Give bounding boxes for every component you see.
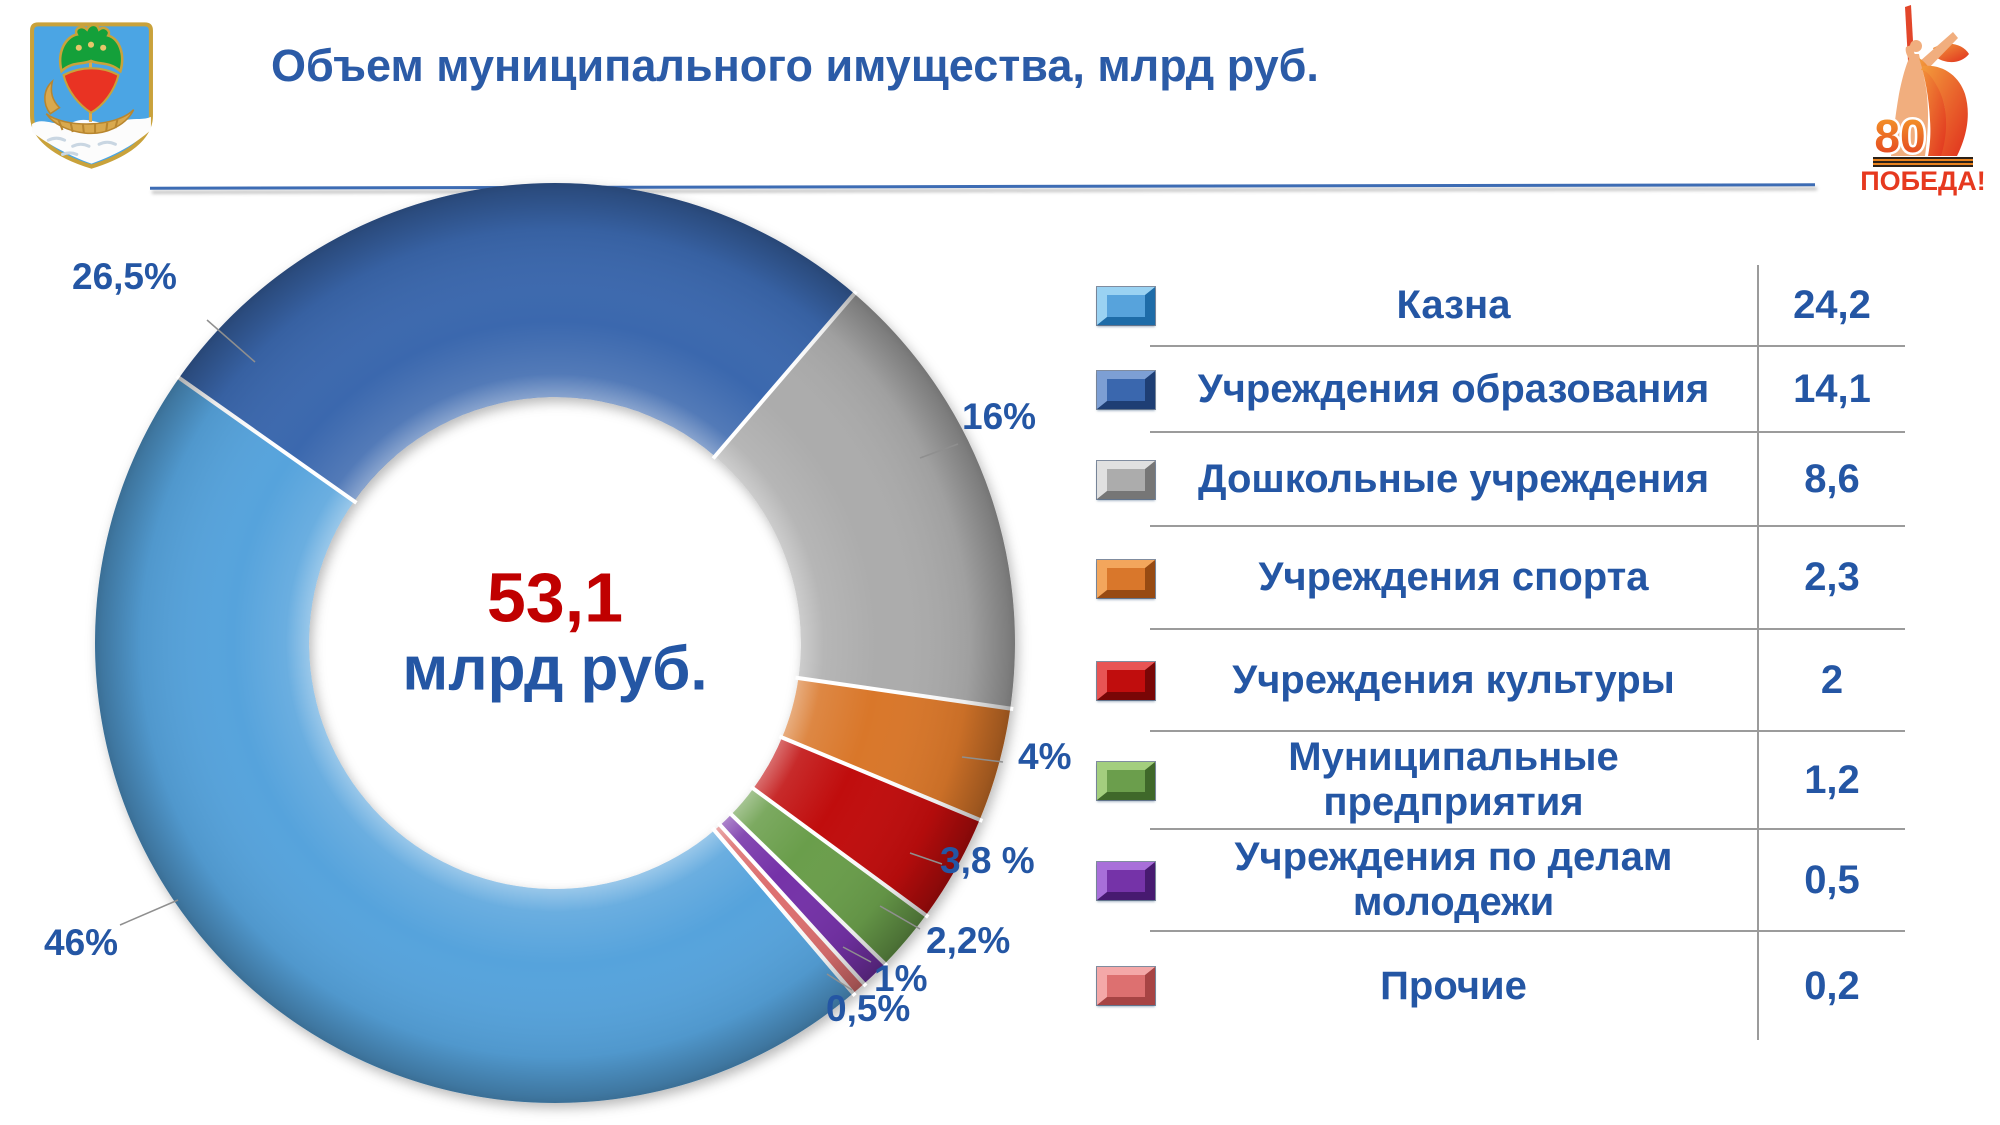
pct-label-26,5%: 26,5% xyxy=(72,256,177,297)
legend-value: 2 xyxy=(1757,630,1905,730)
pct-label-2,2%: 2,2% xyxy=(926,920,1011,961)
slice-46% xyxy=(95,377,854,1103)
leader-lines xyxy=(119,319,1004,991)
legend-swatch-icon xyxy=(1096,370,1156,410)
legend-label: Прочие xyxy=(1380,963,1527,1008)
legend-swatch-icon xyxy=(1096,460,1156,500)
legend-swatch-icon xyxy=(1096,966,1156,1006)
pct-label-0,5%: 0,5% xyxy=(826,988,911,1029)
legend-value: 0,2 xyxy=(1757,932,1905,1040)
victory-label: ПОБЕДА! xyxy=(1860,166,1986,196)
legend-value: 14,1 xyxy=(1757,347,1905,431)
legend-row: Учреждения спорта 2,3 xyxy=(1150,527,1905,630)
legend-value: 2,3 xyxy=(1757,527,1905,628)
legend-label: Казна xyxy=(1396,282,1511,327)
legend-row: Дошкольные учреждения 8,6 xyxy=(1150,433,1905,527)
legend-row: Учреждения культуры 2 xyxy=(1150,630,1905,732)
legend-row: Казна 24,2 xyxy=(1150,265,1905,347)
legend-label: Учреждения спорта xyxy=(1258,555,1649,600)
george-ribbon-icon xyxy=(1873,157,1973,167)
pct-label-16%: 16% xyxy=(962,396,1037,437)
pct-label-1%: 1% xyxy=(874,958,928,999)
city-coat-of-arms xyxy=(28,22,155,170)
legend-swatch-icon xyxy=(1096,861,1156,901)
legend-row: Муниципальные предприятия 1,2 xyxy=(1150,732,1905,830)
pct-label-46%: 46% xyxy=(44,922,119,963)
total-unit: млрд руб. xyxy=(402,634,708,704)
legend-label: Муниципальные предприятия xyxy=(1288,735,1619,824)
page-title: Объем муниципального имущества, млрд руб… xyxy=(271,40,1319,91)
legend-value: 24,2 xyxy=(1757,265,1905,345)
coat-of-arms-icon xyxy=(30,22,153,169)
legend-value: 1,2 xyxy=(1757,732,1905,828)
motherland-calls-statue-icon: 80 ПОБЕДА! xyxy=(1860,5,1986,196)
legend-value: 0,5 xyxy=(1757,830,1905,930)
legend-swatch-icon xyxy=(1096,661,1156,701)
pct-label-4%: 4% xyxy=(1018,736,1072,777)
legend-swatch-icon xyxy=(1096,558,1156,599)
legend-swatch-icon xyxy=(1096,761,1156,801)
legend-label: Дошкольные учреждения xyxy=(1197,456,1710,501)
legend-row: Прочие 0,2 xyxy=(1150,932,1905,1040)
pct-label-3,8 %: 3,8 % xyxy=(940,840,1035,881)
legend-swatch-icon xyxy=(1096,286,1156,326)
victory-number: 80 xyxy=(1874,110,1925,162)
legend-label: Учреждения культуры xyxy=(1232,657,1675,702)
legend-value: 8,6 xyxy=(1757,433,1905,525)
legend-label: Учреждения по делам молодежи xyxy=(1234,835,1673,924)
legend-label: Учреждения образования xyxy=(1197,366,1710,411)
legend-row: Учреждения образования 14,1 xyxy=(1150,347,1905,433)
donut-center-total: 53,1 млрд руб. xyxy=(402,558,708,704)
legend-row: Учреждения по делам молодежи 0,5 xyxy=(1150,830,1905,932)
victory-80-logo: 80 ПОБЕДА! xyxy=(1853,2,1998,207)
total-value: 53,1 xyxy=(486,558,624,637)
